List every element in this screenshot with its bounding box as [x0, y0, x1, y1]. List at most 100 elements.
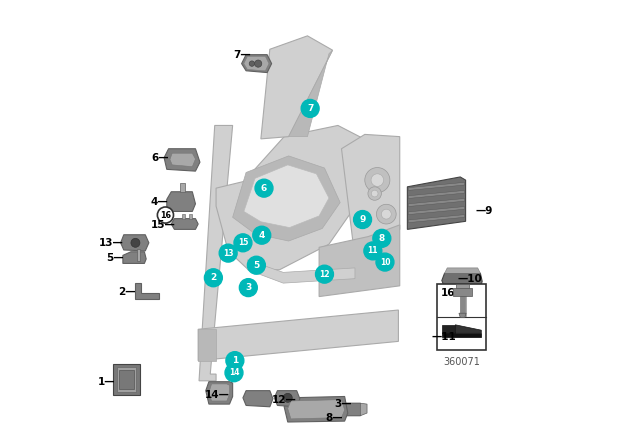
Text: 3—: 3— [335, 399, 352, 409]
Circle shape [253, 226, 271, 244]
Polygon shape [455, 325, 481, 333]
Text: 2: 2 [211, 273, 216, 282]
Polygon shape [284, 396, 348, 422]
Circle shape [219, 244, 237, 262]
Circle shape [301, 99, 319, 117]
Text: 360071: 360071 [443, 357, 480, 367]
Polygon shape [137, 249, 140, 261]
Circle shape [234, 234, 252, 252]
Text: 7—: 7— [233, 50, 251, 60]
Text: 4: 4 [259, 231, 265, 240]
Polygon shape [319, 225, 400, 297]
Polygon shape [275, 391, 300, 407]
Polygon shape [442, 325, 455, 333]
Text: 13—: 13— [99, 238, 124, 248]
Text: 6: 6 [261, 184, 267, 193]
Text: 10: 10 [380, 258, 390, 267]
Polygon shape [136, 283, 159, 299]
Polygon shape [442, 273, 482, 288]
Circle shape [376, 253, 394, 271]
Circle shape [354, 211, 371, 228]
Polygon shape [408, 215, 465, 223]
Polygon shape [164, 149, 200, 171]
Circle shape [376, 204, 396, 224]
Text: 6—: 6— [151, 153, 168, 163]
Circle shape [365, 168, 390, 193]
Polygon shape [180, 183, 185, 192]
Polygon shape [123, 252, 146, 263]
Polygon shape [209, 384, 230, 401]
Polygon shape [170, 153, 195, 167]
Polygon shape [261, 36, 333, 139]
Text: —9: —9 [476, 207, 493, 216]
Polygon shape [198, 329, 216, 361]
Polygon shape [342, 403, 362, 416]
Text: 11: 11 [367, 246, 378, 255]
Polygon shape [342, 134, 400, 247]
Polygon shape [244, 165, 329, 228]
Polygon shape [360, 403, 367, 416]
Text: 15—: 15— [151, 220, 176, 230]
Polygon shape [113, 364, 140, 395]
Text: 9: 9 [360, 215, 365, 224]
Circle shape [284, 393, 292, 402]
Polygon shape [199, 125, 233, 381]
Text: 5: 5 [253, 261, 259, 270]
Polygon shape [442, 333, 481, 337]
Polygon shape [116, 367, 136, 392]
Circle shape [364, 242, 382, 260]
Polygon shape [445, 268, 481, 273]
Polygon shape [243, 391, 273, 407]
Bar [437, 284, 486, 350]
Polygon shape [233, 156, 340, 241]
Polygon shape [288, 400, 345, 419]
Polygon shape [242, 55, 271, 73]
Bar [456, 284, 469, 289]
Text: 7: 7 [307, 104, 314, 113]
Polygon shape [408, 182, 465, 190]
Polygon shape [289, 50, 333, 137]
Circle shape [157, 207, 173, 223]
Text: 16: 16 [441, 288, 456, 297]
Polygon shape [248, 260, 355, 283]
Circle shape [381, 209, 391, 219]
Polygon shape [172, 219, 198, 229]
Text: 1—: 1— [97, 377, 115, 387]
Polygon shape [216, 125, 365, 270]
Polygon shape [206, 382, 233, 404]
Circle shape [371, 174, 383, 186]
Polygon shape [407, 177, 466, 229]
Text: 8: 8 [379, 234, 385, 243]
Circle shape [249, 61, 255, 66]
Text: 16: 16 [160, 211, 171, 220]
Text: 5—: 5— [106, 253, 124, 263]
Circle shape [255, 179, 273, 197]
Circle shape [255, 60, 262, 67]
Text: 12—: 12— [272, 395, 297, 405]
Text: 8—: 8— [326, 413, 343, 422]
Polygon shape [189, 214, 192, 219]
Circle shape [373, 229, 391, 247]
Polygon shape [408, 190, 465, 198]
Bar [452, 289, 472, 296]
Text: 3: 3 [245, 283, 252, 292]
Circle shape [316, 265, 333, 283]
Text: —10: —10 [458, 274, 483, 284]
Text: 12: 12 [319, 270, 330, 279]
Text: 2—: 2— [118, 287, 136, 297]
Circle shape [225, 364, 243, 382]
Circle shape [371, 190, 378, 197]
Text: 13: 13 [223, 249, 234, 258]
Circle shape [368, 187, 381, 200]
Circle shape [131, 238, 140, 247]
Text: —11: —11 [431, 332, 456, 342]
Polygon shape [167, 192, 195, 211]
Text: 14—: 14— [205, 390, 230, 400]
Circle shape [239, 279, 257, 297]
Text: 1: 1 [232, 356, 238, 365]
Text: 4—: 4— [150, 198, 168, 207]
Polygon shape [121, 235, 149, 251]
Text: 15: 15 [237, 238, 248, 247]
Circle shape [204, 269, 222, 287]
Polygon shape [459, 313, 466, 318]
